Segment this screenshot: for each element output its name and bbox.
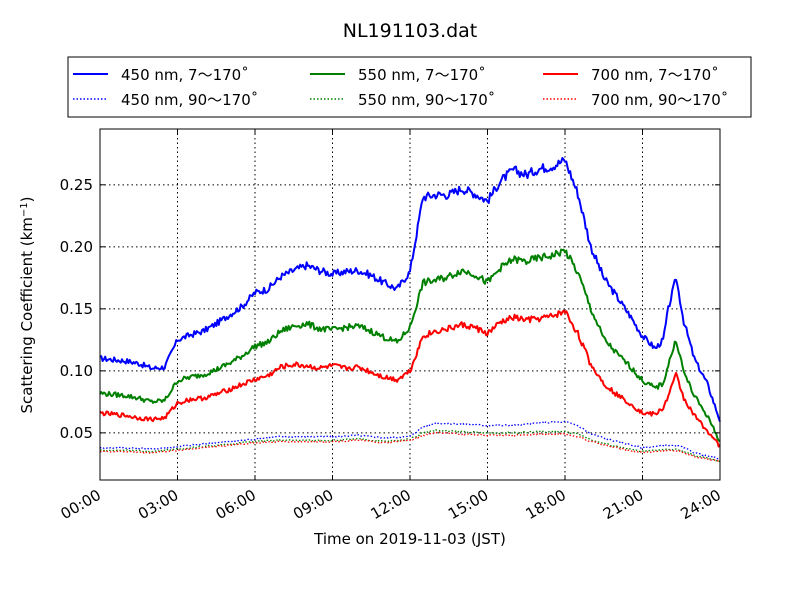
- y-tick-label: 0.25: [60, 176, 93, 194]
- legend-frame: [67, 56, 752, 118]
- legend-label-4: 550 nm, 90～170˚: [358, 91, 495, 109]
- x-tick-label: 15:00: [445, 486, 491, 523]
- legend-label-6: 700 nm, 90～170˚: [591, 91, 728, 109]
- x-tick-label: 09:00: [290, 486, 336, 523]
- legend-label-1: 450 nm, 7～170˚: [121, 66, 249, 84]
- y-axis-label-superscript: −1: [19, 202, 30, 217]
- y-tick-label: 0.20: [60, 238, 93, 256]
- series-layer: [99, 157, 721, 463]
- series-line-3: [99, 248, 721, 443]
- series-line-2: [99, 420, 721, 460]
- series-line-6: [99, 431, 721, 462]
- y-tick-label: 0.15: [60, 300, 93, 318]
- y-tick-label: 0.05: [60, 424, 93, 442]
- y-axis-label-end: ): [18, 196, 36, 202]
- series-line-5: [99, 309, 721, 448]
- x-tick-label: 18:00: [523, 486, 569, 523]
- x-tick-label: 21:00: [600, 486, 646, 523]
- x-tick-label: 24:00: [678, 486, 724, 523]
- x-tick-label: 12:00: [368, 486, 414, 523]
- y-tick-label: 0.10: [60, 362, 93, 380]
- legend-label-5: 700 nm, 7～170˚: [591, 66, 719, 84]
- y-axis-label-main: Scattering Coefficient (km: [18, 217, 36, 413]
- x-tick-label: 00:00: [58, 486, 104, 523]
- y-axis-label: Scattering Coefficient (km−1): [18, 196, 36, 413]
- legend-label-2: 450 nm, 90～170˚: [121, 91, 258, 109]
- grid: [100, 129, 720, 480]
- series-line-1: [100, 157, 721, 422]
- legend: 450 nm, 7～170˚ 450 nm, 90～170˚ 550 nm, 7～1…: [67, 56, 752, 118]
- legend-items: 450 nm, 7～170˚ 450 nm, 90～170˚ 550 nm, 7～1…: [73, 66, 728, 109]
- plot-area: 00:00 03:00 06:00 09:00 12:00 15:00 18:00 21:00…: [58, 128, 724, 523]
- x-axis-label: Time on 2019-11-03 (JST): [313, 530, 506, 548]
- legend-label-3: 550 nm, 7～170˚: [358, 66, 486, 84]
- x-tick-label: 06:00: [213, 486, 259, 523]
- x-tick-label: 03:00: [135, 486, 181, 523]
- chart-title: NL191103.dat: [343, 20, 478, 42]
